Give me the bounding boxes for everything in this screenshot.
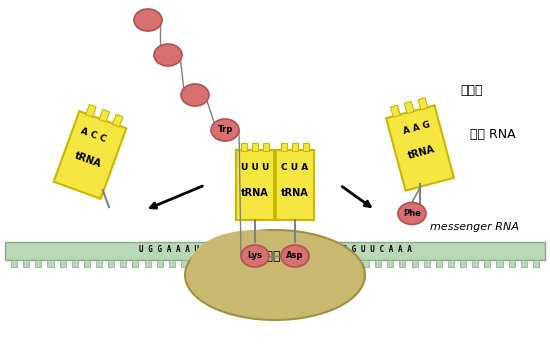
Text: Asp: Asp [287, 252, 304, 261]
Ellipse shape [190, 230, 320, 300]
Bar [47, 260, 53, 267]
Bar [120, 260, 127, 267]
Bar [387, 260, 393, 267]
Bar [266, 260, 272, 267]
Text: 氨基酸: 氨基酸 [460, 83, 482, 97]
Bar [72, 260, 78, 267]
Text: U U U: U U U [241, 163, 269, 172]
Bar [418, 98, 428, 110]
Bar [35, 260, 41, 267]
Bar [327, 260, 333, 267]
Bar [263, 143, 268, 151]
Bar [113, 114, 123, 127]
Bar [96, 260, 102, 267]
Bar [254, 260, 260, 267]
Text: tRNA: tRNA [281, 188, 309, 198]
Bar [351, 260, 357, 267]
Text: tRNA: tRNA [73, 151, 103, 170]
Bar [5, 242, 545, 260]
Ellipse shape [185, 230, 365, 320]
Text: tRNA: tRNA [408, 145, 437, 162]
Bar [145, 260, 151, 267]
Bar [399, 260, 405, 267]
Bar [241, 143, 247, 151]
Bar [533, 260, 539, 267]
Ellipse shape [398, 202, 426, 225]
Bar [59, 260, 65, 267]
Bar [54, 111, 126, 199]
Bar [133, 260, 139, 267]
Text: Trp: Trp [217, 126, 233, 135]
Bar [241, 260, 248, 267]
Bar [448, 260, 454, 267]
Text: Lys: Lys [248, 252, 262, 261]
Bar [86, 104, 96, 117]
Ellipse shape [134, 9, 162, 31]
Bar [84, 260, 90, 267]
Text: messenger RNA: messenger RNA [430, 222, 519, 232]
Bar [157, 260, 163, 267]
Bar [339, 260, 345, 267]
Bar [217, 260, 223, 267]
Text: C U A: C U A [282, 163, 309, 172]
Bar [205, 260, 211, 267]
Bar [276, 150, 314, 220]
Bar [193, 260, 199, 267]
Bar [278, 260, 284, 267]
Bar [236, 150, 274, 220]
Bar [252, 143, 258, 151]
Bar [375, 260, 381, 267]
Bar [290, 260, 296, 267]
Bar [303, 143, 309, 151]
Text: 核糖体: 核糖体 [258, 251, 281, 264]
Bar [282, 143, 287, 151]
Bar [108, 260, 114, 267]
Bar [436, 260, 442, 267]
Bar [509, 260, 515, 267]
Bar [460, 260, 466, 267]
Bar [424, 260, 430, 267]
Bar [315, 260, 321, 267]
Text: tRNA: tRNA [241, 188, 269, 198]
Bar [23, 260, 29, 267]
Text: Phe: Phe [403, 209, 421, 218]
Ellipse shape [181, 84, 209, 106]
Bar [521, 260, 527, 267]
Bar [390, 105, 400, 117]
Text: A C C: A C C [79, 126, 107, 144]
Bar [11, 260, 17, 267]
Bar [386, 105, 454, 191]
Bar [363, 260, 369, 267]
Bar [292, 143, 298, 151]
Ellipse shape [281, 245, 309, 267]
Text: 转运 RNA: 转运 RNA [470, 128, 516, 142]
Text: U G G A A A U G G A A A G A U U U C A A A U G G U U C A A A: U G G A A A U G G A A A G A U U U C A A … [139, 246, 411, 255]
Bar [472, 260, 478, 267]
Ellipse shape [241, 245, 269, 267]
Bar [181, 260, 187, 267]
Ellipse shape [211, 119, 239, 141]
Bar [229, 260, 235, 267]
Bar [404, 101, 414, 114]
Bar [302, 260, 309, 267]
Ellipse shape [154, 44, 182, 66]
Bar [99, 109, 109, 122]
Bar [497, 260, 503, 267]
Bar [411, 260, 417, 267]
Bar [169, 260, 175, 267]
Bar [485, 260, 491, 267]
Text: A A G: A A G [403, 120, 432, 136]
